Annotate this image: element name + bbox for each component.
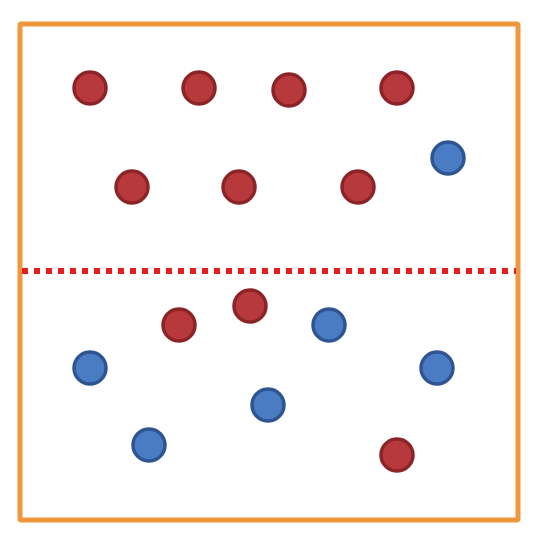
red-dot — [232, 288, 268, 324]
red-dot — [340, 169, 376, 205]
blue-dot — [72, 350, 108, 386]
red-dot — [221, 169, 257, 205]
red-dot — [379, 70, 415, 106]
red-dot — [271, 72, 307, 108]
red-dot — [72, 70, 108, 106]
blue-dot — [311, 307, 347, 343]
blue-dot — [419, 350, 455, 386]
blue-dot — [131, 427, 167, 463]
blue-dot — [430, 140, 466, 176]
blue-dot — [250, 387, 286, 423]
red-dot — [161, 307, 197, 343]
boundary-frame — [17, 21, 521, 523]
red-dot — [114, 169, 150, 205]
dots-group — [72, 70, 466, 473]
red-dot — [379, 437, 415, 473]
red-dot — [181, 70, 217, 106]
